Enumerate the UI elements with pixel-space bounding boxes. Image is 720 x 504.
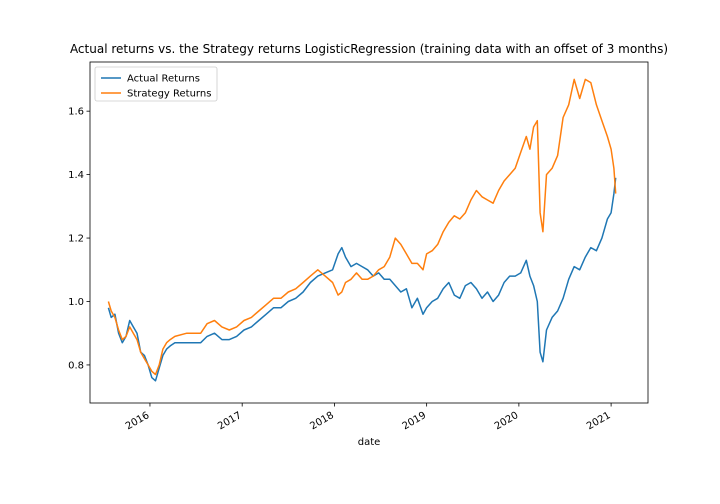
y-tick-label: 1.4 — [68, 170, 84, 181]
y-tick-label: 0.8 — [68, 360, 84, 371]
plot-frame — [89, 61, 649, 404]
y-tick-label: 1.6 — [68, 107, 84, 118]
plot-lines — [107, 78, 617, 382]
legend-box — [94, 66, 218, 102]
series-line-actual-returns — [107, 177, 617, 382]
x-axis-label: date — [358, 437, 381, 448]
legend-label: Strategy Returns — [127, 89, 211, 100]
legend: Actual Returns Strategy Returns — [94, 66, 218, 102]
chart-title: Actual returns vs. the Strategy returns … — [70, 42, 668, 56]
y-tick-label: 1.0 — [68, 297, 84, 308]
y-tick-label: 1.2 — [68, 234, 84, 245]
series-line-strategy-returns — [107, 78, 617, 376]
legend-label: Actual Returns — [127, 74, 200, 85]
